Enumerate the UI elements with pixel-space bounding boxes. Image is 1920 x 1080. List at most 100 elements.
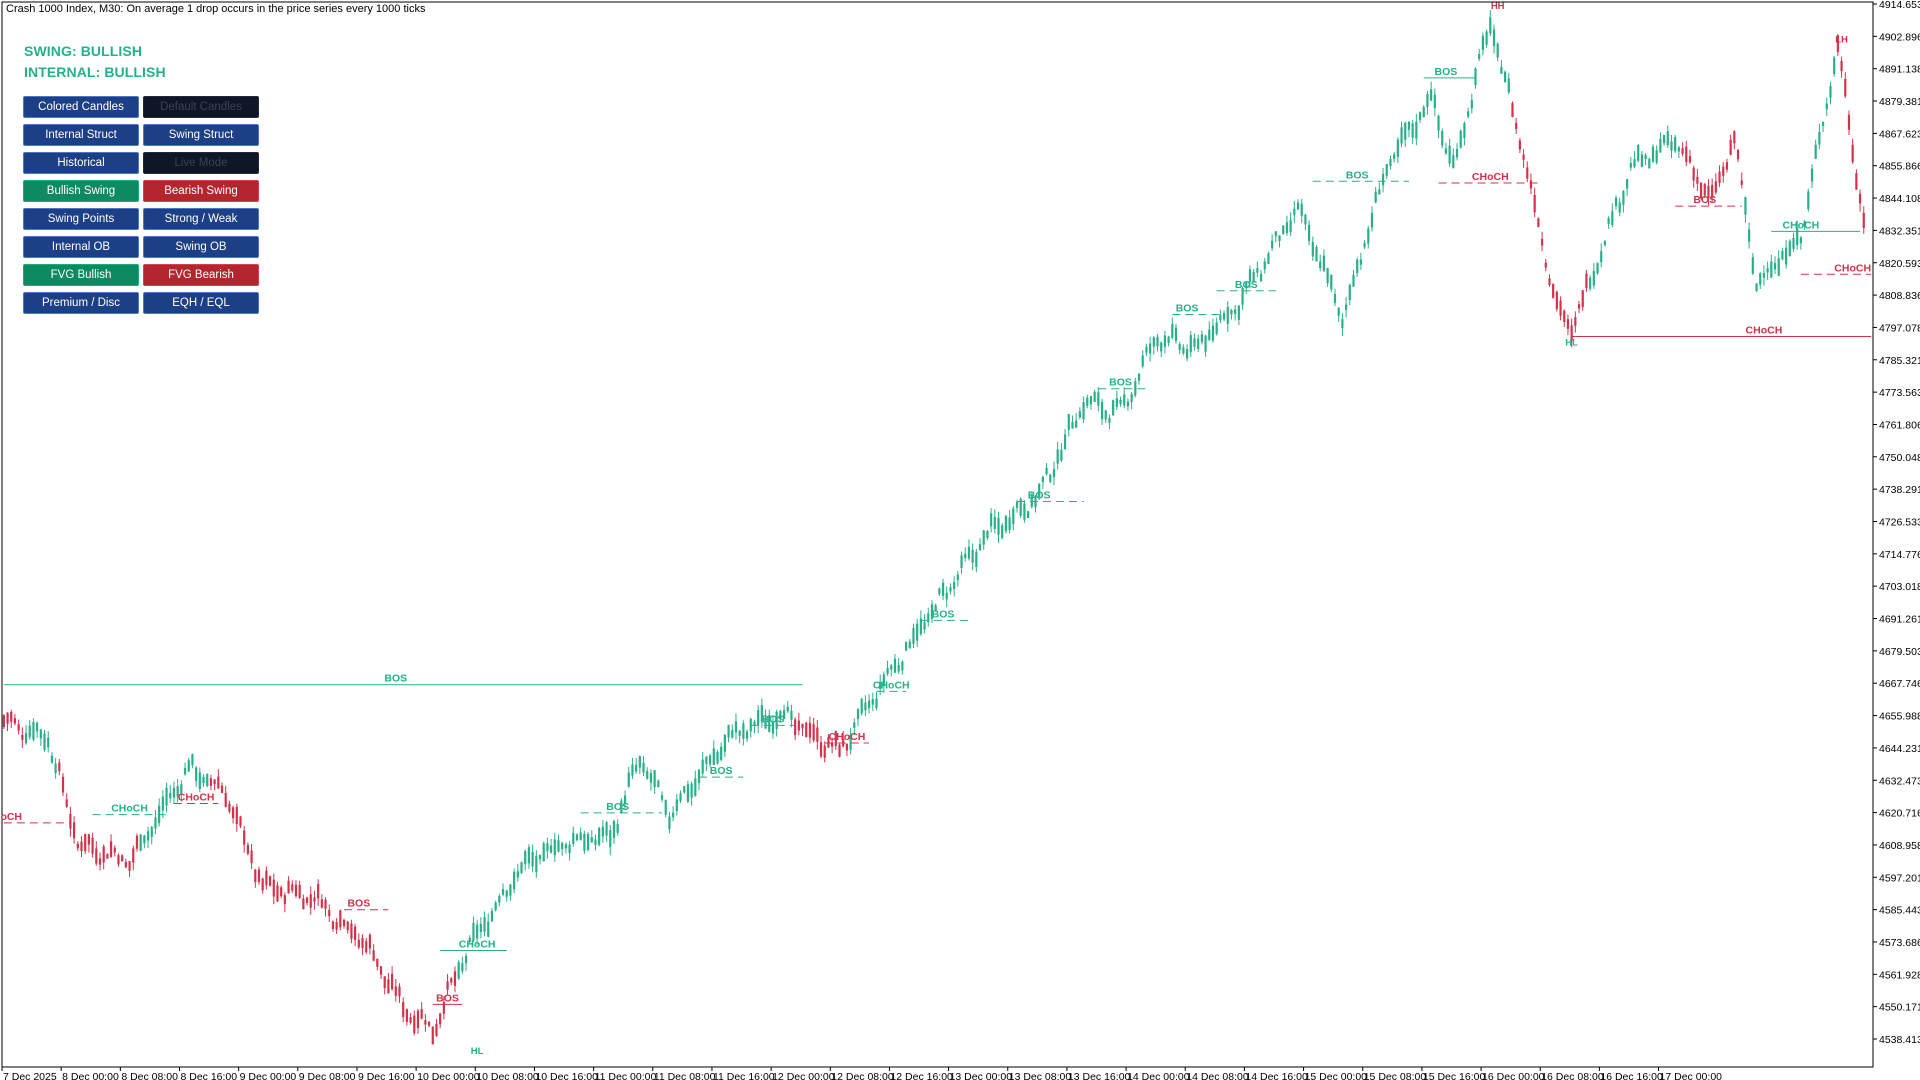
candle	[1533, 187, 1536, 218]
candle	[1152, 336, 1155, 355]
candle	[1448, 138, 1451, 167]
candle	[1063, 428, 1067, 450]
x-tick-label: 13 Dec 08:00	[1009, 1071, 1072, 1080]
live-mode-button[interactable]: Live Mode	[143, 152, 259, 174]
candle	[1444, 142, 1448, 155]
bearish-swing-button[interactable]: Bearish Swing	[143, 180, 259, 202]
candle	[819, 736, 823, 759]
candle	[357, 933, 360, 950]
candle	[882, 671, 885, 693]
candle	[1086, 394, 1089, 409]
internal-struct-button[interactable]: Internal Struct	[23, 124, 139, 146]
structure-bos: BOS	[1016, 490, 1084, 503]
swing-struct-button[interactable]: Swing Struct	[143, 124, 259, 146]
fvg-bearish-button[interactable]: FVG Bearish	[143, 264, 259, 286]
candle	[280, 885, 283, 899]
x-tick-label: 15 Dec 08:00	[1364, 1071, 1427, 1080]
candle	[927, 607, 930, 627]
candle	[294, 880, 298, 898]
candle	[379, 966, 383, 979]
candle	[1640, 151, 1643, 168]
candle	[1289, 212, 1292, 237]
candle	[1174, 323, 1178, 344]
structure-choch: CHoCH	[92, 803, 167, 816]
structure-label: CHoCH	[111, 803, 148, 815]
eqh-eql-button[interactable]: EQH / EQL	[143, 292, 259, 314]
historical-button[interactable]: Historical	[23, 152, 139, 174]
candle	[298, 880, 301, 899]
strong-weak-button[interactable]: Strong / Weak	[143, 208, 259, 230]
candle	[350, 919, 353, 944]
candle	[1145, 343, 1148, 357]
candle	[1067, 413, 1070, 437]
candle	[1333, 288, 1337, 307]
candle	[202, 773, 205, 787]
structure-choch: CHoCH	[1571, 324, 1872, 337]
y-tick-label: 4597.2010	[1879, 872, 1920, 884]
candle	[1278, 235, 1281, 248]
candle	[908, 638, 911, 649]
candle	[757, 705, 760, 734]
candle	[39, 728, 42, 747]
candle	[1755, 283, 1758, 293]
structure-label: BOS	[932, 608, 955, 620]
candle	[1234, 304, 1237, 321]
candle	[1618, 197, 1621, 217]
candle	[549, 838, 553, 854]
control-panel: Colored Candles Default Candles Internal S…	[23, 96, 259, 314]
candle	[439, 1012, 442, 1029]
colored-candles-button[interactable]: Colored Candles	[23, 96, 139, 118]
candle	[1071, 415, 1074, 429]
candle	[1581, 289, 1584, 312]
internal-ob-button[interactable]: Internal OB	[23, 236, 139, 258]
candle	[916, 618, 919, 647]
candle	[91, 832, 94, 858]
structure-label: BOS	[1109, 377, 1132, 389]
y-tick-label: 4773.5635	[1879, 387, 1920, 399]
structure-choch: CHoCH	[1800, 262, 1872, 275]
candle	[1766, 261, 1769, 281]
candle	[1123, 387, 1126, 409]
candle	[13, 714, 17, 726]
structure-choch: CHoCH	[1771, 219, 1861, 232]
candle	[1559, 296, 1562, 321]
candle	[1093, 389, 1096, 403]
y-tick-label: 4738.2910	[1879, 484, 1920, 496]
candle	[435, 1018, 438, 1037]
candle	[1049, 473, 1052, 484]
candle	[1714, 173, 1717, 195]
candle	[930, 600, 934, 624]
candle	[1500, 60, 1503, 74]
candle	[43, 729, 46, 752]
x-tick-label: 14 Dec 08:00	[1186, 1071, 1249, 1080]
candle	[1178, 341, 1181, 355]
x-tick-label: 8 Dec 08:00	[121, 1071, 178, 1080]
candle	[1171, 317, 1174, 340]
swing-points-button[interactable]: Swing Points	[23, 208, 139, 230]
bullish-swing-button[interactable]: Bullish Swing	[23, 180, 139, 202]
candle	[1319, 254, 1322, 272]
premium-disc-button[interactable]: Premium / Disc	[23, 292, 139, 314]
candle	[568, 841, 571, 861]
default-candles-button[interactable]: Default Candles	[143, 96, 259, 118]
candle	[1648, 157, 1651, 169]
swing-ob-button[interactable]: Swing OB	[143, 236, 259, 258]
y-tick-label: 4750.0485	[1879, 452, 1920, 464]
y-tick-label: 4879.3810	[1879, 96, 1920, 108]
candle	[1718, 165, 1721, 188]
structure-label: CHoCH	[178, 792, 215, 804]
candle	[598, 826, 601, 847]
candle	[1626, 178, 1629, 196]
candle	[95, 841, 98, 866]
candle	[1503, 70, 1507, 83]
candle	[1348, 283, 1351, 305]
candle	[1699, 182, 1703, 200]
candle	[17, 719, 20, 735]
candle	[1592, 263, 1595, 289]
candle	[235, 803, 238, 832]
candle	[24, 725, 28, 745]
candle	[727, 724, 730, 743]
fvg-bullish-button[interactable]: FVG Bullish	[23, 264, 139, 286]
candle	[1185, 344, 1189, 362]
